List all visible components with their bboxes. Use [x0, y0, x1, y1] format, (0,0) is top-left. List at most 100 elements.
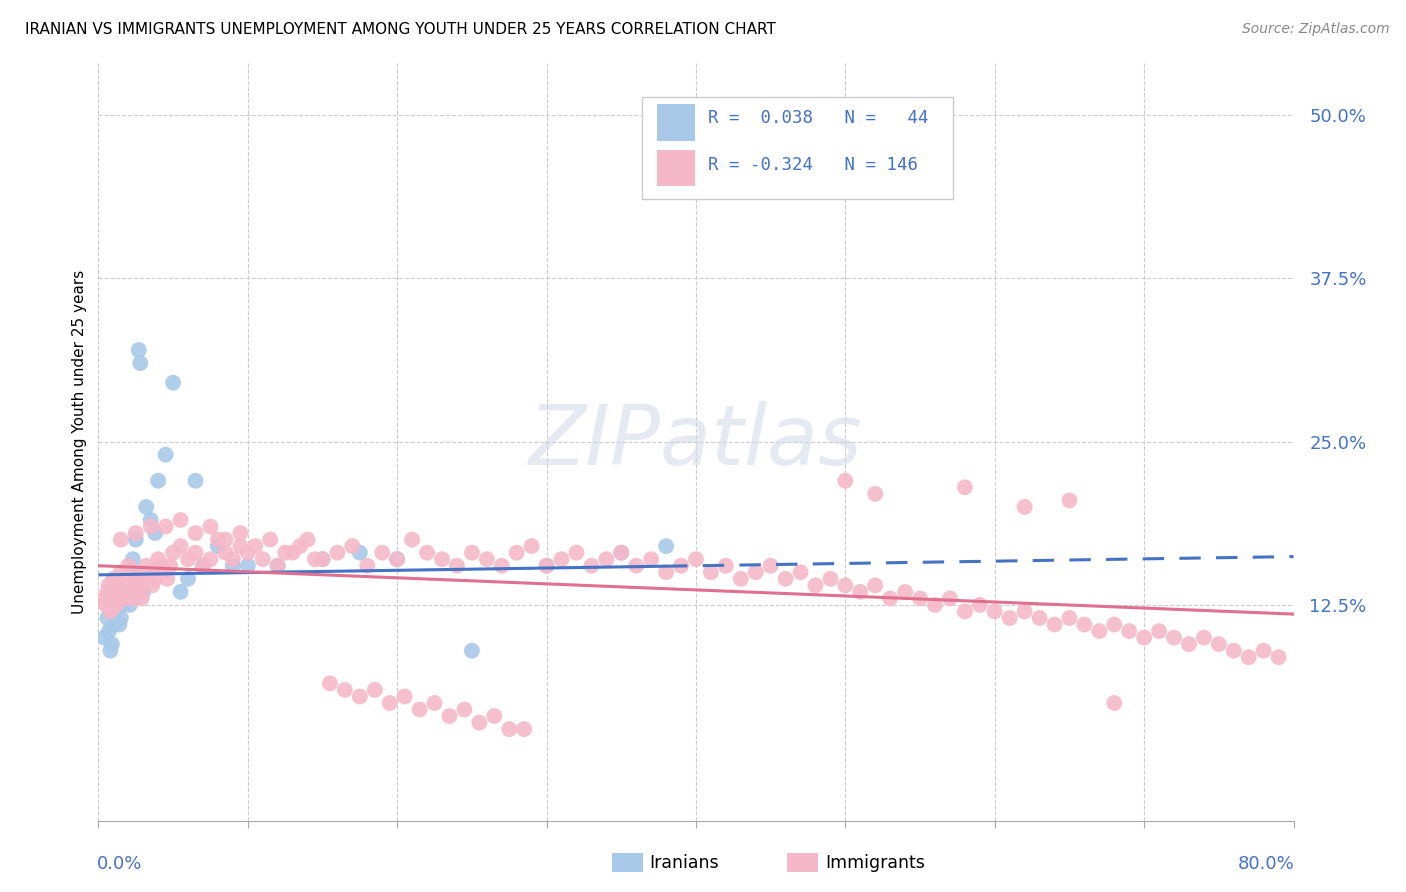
- Point: [184, 526, 207, 541]
- Point: [326, 546, 349, 560]
- Point: [1163, 631, 1185, 645]
- Point: [953, 605, 976, 619]
- Point: [156, 572, 179, 586]
- Y-axis label: Unemployment Among Youth under 25 years: Unemployment Among Youth under 25 years: [72, 269, 87, 614]
- Point: [96, 611, 118, 625]
- Point: [135, 500, 157, 514]
- Point: [111, 598, 134, 612]
- Point: [1118, 624, 1140, 639]
- Point: [685, 552, 707, 566]
- Point: [1208, 637, 1230, 651]
- Point: [108, 617, 131, 632]
- Point: [1192, 631, 1215, 645]
- Point: [550, 552, 572, 566]
- Text: R =  0.038   N =   44: R = 0.038 N = 44: [709, 109, 928, 127]
- Point: [267, 558, 290, 573]
- Text: 80.0%: 80.0%: [1237, 855, 1295, 872]
- Point: [939, 591, 962, 606]
- Point: [214, 546, 236, 560]
- Point: [101, 591, 124, 606]
- Point: [143, 526, 166, 541]
- Point: [120, 566, 142, 580]
- Point: [117, 558, 139, 573]
- Point: [114, 572, 136, 586]
- Point: [169, 585, 191, 599]
- Point: [759, 558, 782, 573]
- Point: [520, 539, 543, 553]
- Text: 0.0%: 0.0%: [97, 855, 142, 872]
- Point: [245, 539, 267, 553]
- Point: [135, 558, 157, 573]
- Point: [953, 480, 976, 494]
- Point: [536, 558, 558, 573]
- Point: [865, 487, 887, 501]
- Point: [141, 578, 163, 592]
- Point: [128, 343, 150, 357]
- Point: [408, 702, 430, 716]
- Point: [333, 682, 356, 697]
- Point: [775, 572, 797, 586]
- Point: [129, 585, 152, 599]
- Text: R = -0.324   N = 146: R = -0.324 N = 146: [709, 156, 918, 174]
- Point: [93, 631, 115, 645]
- Point: [1059, 611, 1081, 625]
- Point: [111, 578, 134, 592]
- Point: [207, 539, 229, 553]
- Point: [1073, 617, 1095, 632]
- Point: [1253, 643, 1275, 657]
- Point: [1237, 650, 1260, 665]
- Point: [984, 605, 1007, 619]
- Point: [115, 591, 138, 606]
- Point: [610, 546, 633, 560]
- Point: [138, 566, 160, 580]
- Point: [513, 722, 536, 736]
- Point: [288, 539, 311, 553]
- Point: [714, 558, 737, 573]
- Point: [565, 546, 588, 560]
- Point: [834, 474, 856, 488]
- Point: [112, 591, 135, 606]
- Point: [162, 546, 184, 560]
- Point: [101, 637, 124, 651]
- Point: [110, 566, 132, 580]
- Point: [491, 558, 513, 573]
- Point: [191, 558, 214, 573]
- Point: [207, 533, 229, 547]
- Point: [139, 519, 162, 533]
- Point: [908, 591, 931, 606]
- Point: [820, 572, 842, 586]
- Point: [1059, 493, 1081, 508]
- Point: [536, 558, 558, 573]
- Point: [430, 552, 453, 566]
- Point: [1104, 696, 1126, 710]
- Point: [105, 598, 128, 612]
- Point: [475, 552, 498, 566]
- Point: [105, 591, 128, 606]
- Text: Immigrants: Immigrants: [825, 854, 925, 871]
- Point: [378, 696, 401, 710]
- Bar: [657, 104, 695, 141]
- Point: [385, 552, 409, 566]
- Point: [439, 709, 461, 723]
- Point: [112, 585, 135, 599]
- Bar: [657, 150, 695, 186]
- Point: [865, 578, 887, 592]
- Point: [498, 722, 520, 736]
- Point: [110, 611, 132, 625]
- Point: [118, 572, 141, 586]
- Point: [143, 572, 166, 586]
- Point: [120, 578, 142, 592]
- Point: [104, 605, 127, 619]
- Point: [468, 715, 491, 730]
- Point: [169, 513, 191, 527]
- Point: [894, 585, 917, 599]
- Text: ZIPatlas: ZIPatlas: [529, 401, 863, 482]
- Point: [1014, 500, 1036, 514]
- Point: [356, 558, 378, 573]
- Point: [169, 539, 191, 553]
- Point: [1133, 631, 1156, 645]
- Point: [610, 546, 633, 560]
- Point: [236, 546, 259, 560]
- Point: [125, 526, 148, 541]
- Point: [229, 526, 252, 541]
